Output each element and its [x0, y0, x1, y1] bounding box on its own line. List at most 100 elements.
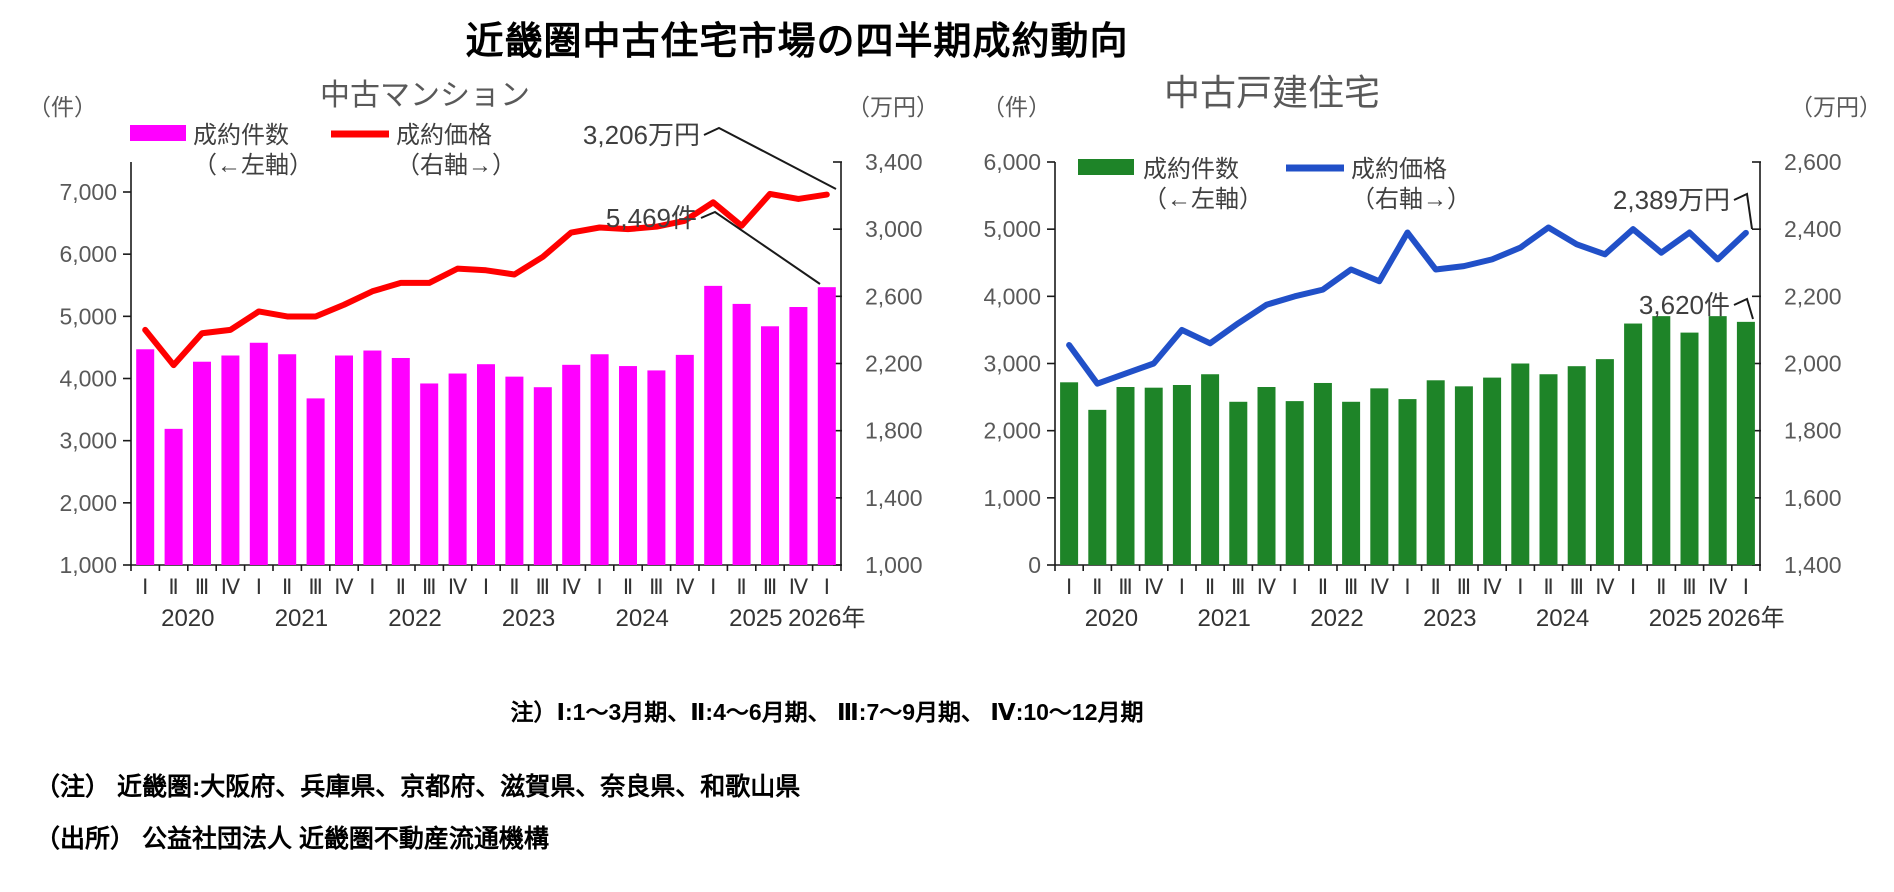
left-axis-tick-label: 3,000	[59, 428, 117, 454]
bar	[1539, 374, 1558, 565]
bar	[1652, 316, 1671, 565]
right-axis-tick-label: 2,600	[865, 283, 923, 309]
bar	[1624, 323, 1643, 565]
bar	[732, 303, 751, 565]
bar	[363, 350, 382, 565]
quarter-label: Ⅲ	[195, 576, 209, 599]
left-axis-tick-label: 6,000	[983, 149, 1041, 175]
quarter-label: Ⅳ	[1482, 576, 1502, 599]
quarter-label: Ⅰ	[1630, 576, 1636, 599]
left-axis-tick-label: 3,000	[983, 351, 1041, 377]
bar	[505, 376, 524, 565]
count-annotation: 5,469件	[606, 203, 697, 233]
right-axis-tick-label: 2,600	[1784, 149, 1842, 175]
legend-bar-axis-note: （←左軸）	[1143, 186, 1263, 213]
quarter-label: Ⅰ	[1292, 576, 1298, 599]
bar	[391, 357, 410, 565]
quarter-label: Ⅱ	[396, 576, 406, 599]
quarter-label: Ⅱ	[736, 576, 746, 599]
quarter-label: Ⅰ	[142, 576, 148, 599]
quarter-label: Ⅲ	[1231, 576, 1245, 599]
source-note: （出所） 公益社団法人 近畿圏不動産流通機構	[35, 825, 549, 853]
year-label: 2026年	[788, 605, 865, 632]
legend-bar-swatch	[130, 125, 186, 141]
bar	[590, 354, 609, 565]
quarter-label: Ⅳ	[562, 576, 582, 599]
quarter-label: Ⅳ	[1708, 576, 1728, 599]
bar	[1736, 321, 1755, 565]
bar	[1313, 382, 1332, 565]
quarter-label: Ⅰ	[710, 576, 716, 599]
chart-used-condo: 中古マンション （件） （万円） 成約件数 （←左軸） 成約価格 （右軸→） 1…	[28, 79, 939, 632]
year-label: 2022	[388, 605, 441, 632]
left-axis-tick-label: 5,000	[59, 303, 117, 329]
quarter-label: Ⅰ	[369, 576, 375, 599]
quarter-label: Ⅳ	[789, 576, 809, 599]
quarter-label: Ⅰ	[1404, 576, 1410, 599]
bar	[306, 398, 325, 565]
legend-line-label: 成約価格	[1351, 156, 1447, 183]
year-label: 2021	[275, 605, 328, 632]
year-label: 2026年	[1707, 605, 1784, 632]
quarter-label: Ⅳ	[675, 576, 695, 599]
plot-area: 0 1,000 2,000 3,000 4,000 5,000 6,000 1,400 1,60…	[983, 149, 1841, 632]
quarter-label: Ⅳ	[1144, 576, 1164, 599]
count-callout-line	[700, 210, 821, 285]
bar	[1201, 374, 1220, 565]
bar	[1398, 399, 1417, 565]
right-axis-tick-label: 2,000	[1784, 351, 1842, 377]
quarter-label: Ⅱ	[509, 576, 519, 599]
price-line	[142, 190, 830, 369]
quarter-label: Ⅰ	[1743, 576, 1749, 599]
right-axis-tick-label: 1,000	[865, 552, 923, 578]
right-axis-tick-label: 1,800	[865, 418, 923, 444]
quarter-label: Ⅲ	[536, 576, 550, 599]
legend-bar-label: 成約件数	[193, 122, 289, 149]
quarter-label: Ⅱ	[1205, 576, 1215, 599]
bar	[448, 373, 467, 565]
count-annotation: 3,620件	[1639, 290, 1730, 320]
page-title: 近畿圏中古住宅市場の四半期成約動向	[465, 21, 1129, 63]
bar	[1257, 387, 1276, 565]
bar	[761, 326, 779, 565]
quarter-label: Ⅰ	[483, 576, 489, 599]
quarter-label: Ⅳ	[334, 576, 354, 599]
quarter-label: Ⅲ	[422, 576, 436, 599]
bar	[1172, 384, 1191, 565]
quarter-label: Ⅲ	[1344, 576, 1358, 599]
quarter-label: Ⅲ	[1682, 576, 1696, 599]
year-label: 2021	[1198, 605, 1251, 632]
bar	[1144, 387, 1163, 565]
year-label: 2024	[616, 605, 669, 632]
bar	[1708, 316, 1727, 565]
right-axis-tick-label: 2,400	[1784, 216, 1842, 242]
legend-line-axis-note: （右軸→）	[1351, 186, 1471, 213]
legend: 成約件数 （←左軸） 成約価格 （右軸→）	[1078, 156, 1471, 213]
left-axis-tick-label: 2,000	[59, 490, 117, 516]
left-axis-tick-label: 5,000	[983, 216, 1041, 242]
chart-title: 中古戸建住宅	[1164, 72, 1380, 113]
count-callout-line	[1733, 297, 1754, 320]
right-axis-tick-label: 1,600	[1784, 485, 1842, 511]
year-label: 2024	[1536, 605, 1589, 632]
bar	[789, 307, 808, 565]
bar	[249, 342, 268, 565]
bar	[164, 428, 183, 565]
bar	[704, 285, 723, 565]
bar	[647, 370, 666, 565]
year-label: 2023	[1423, 605, 1476, 632]
legend-bar-swatch	[1078, 159, 1134, 175]
quarter-label: Ⅲ	[763, 576, 777, 599]
quarter-label: Ⅱ	[1318, 576, 1328, 599]
year-label: 2023	[502, 605, 555, 632]
quarter-label: Ⅱ	[1431, 576, 1441, 599]
bar	[278, 354, 297, 565]
quarter-label: Ⅲ	[308, 576, 322, 599]
right-axis-tick-label: 3,400	[865, 149, 923, 175]
quarter-label: Ⅱ	[1543, 576, 1553, 599]
quarter-label: Ⅱ	[1656, 576, 1666, 599]
region-note: （注） 近畿圏:大阪府、兵庫県、京都府、滋賀県、奈良県、和歌山県	[35, 773, 801, 801]
bar	[675, 354, 694, 565]
legend-bar-axis-note: （←左軸）	[193, 152, 313, 179]
